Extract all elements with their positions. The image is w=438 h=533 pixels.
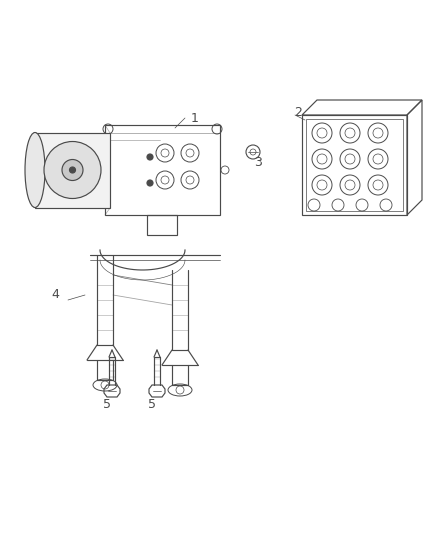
Circle shape [70,167,75,173]
Bar [302,115,407,215]
Bar [35,133,110,208]
Text: 4: 4 [51,288,59,302]
Ellipse shape [25,133,45,207]
Text: 5: 5 [148,399,156,411]
Bar [147,215,177,235]
Circle shape [44,141,101,198]
Text: 5: 5 [103,399,111,411]
Text: 2: 2 [294,106,302,118]
Circle shape [147,180,153,186]
Circle shape [62,159,83,181]
Circle shape [147,154,153,160]
Bar [105,125,220,215]
Text: 3: 3 [254,156,262,168]
Text: 1: 1 [191,111,199,125]
Bar [306,119,403,211]
